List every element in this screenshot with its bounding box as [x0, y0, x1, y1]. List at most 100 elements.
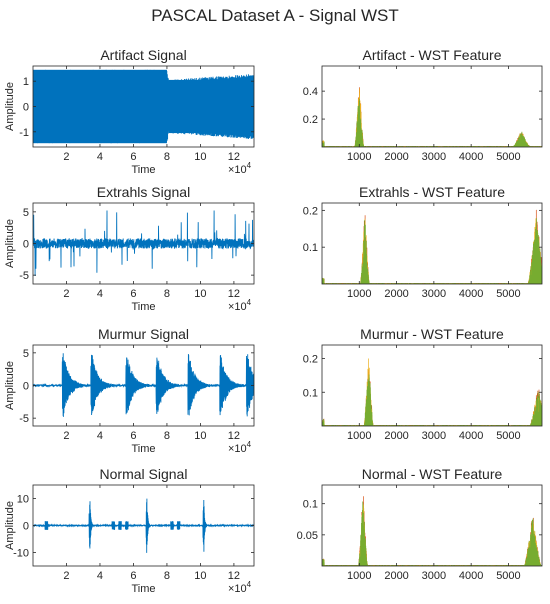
extrahls-wst-trace	[322, 218, 542, 284]
extrahls-signal-ylabel: Amplitude	[4, 219, 16, 268]
murmur-signal-x-exponent: ×104	[228, 440, 252, 455]
normal-signal-panel: Normal Signal 2 4 6 8 10 12 -10 0 10 Time Amplitude…	[4, 466, 255, 595]
normal-wst-xtick-label: 2000	[384, 570, 408, 582]
murmur-wst-xtick-label: 1000	[347, 430, 371, 442]
extrahls-wst-panel: Extrahls - WST Feature 1000 2000 3000 4000 50…	[303, 184, 543, 300]
murmur-signal-ytick-label: 0	[23, 381, 29, 393]
artifact-wst-trace	[322, 98, 542, 147]
artifact-signal-ylabel: Amplitude	[4, 82, 16, 131]
extrahls-wst-title: Extrahls - WST Feature	[359, 184, 505, 200]
extrahls-signal-xtick-label: 6	[130, 288, 136, 300]
extrahls-signal-x-exponent: ×104	[228, 298, 252, 313]
extrahls-wst-xtick-label: 3000	[422, 288, 446, 300]
normal-signal-plot-area	[33, 498, 254, 553]
normal-signal-ytick-label: -10	[13, 548, 29, 560]
extrahls-wst-ytick-label: 0.2	[303, 205, 318, 217]
murmur-wst-xtick-label: 4000	[459, 430, 483, 442]
artifact-wst-trace	[322, 87, 542, 147]
murmur-signal-plot-area	[33, 353, 254, 417]
normal-signal-xtick-label: 6	[130, 570, 136, 582]
extrahls-wst-xtick-label: 1000	[347, 288, 371, 300]
normal-signal-ytick-label: 0	[23, 521, 29, 533]
murmur-wst-xtick-label: 2000	[384, 430, 408, 442]
extrahls-signal-title: Extrahls Signal	[97, 184, 190, 200]
artifact-wst-xtick-label: 1000	[347, 151, 371, 163]
artifact-wst-trace	[322, 88, 542, 147]
normal-wst-ytick-label: 0.05	[297, 530, 318, 542]
normal-wst-trace	[322, 496, 542, 566]
extrahls-signal-line	[33, 210, 254, 277]
extrahls-wst-plot-area	[322, 209, 542, 284]
normal-wst-xtick-label: 4000	[459, 570, 483, 582]
artifact-wst-ytick-label: 0.2	[303, 114, 318, 126]
murmur-wst-plot-area	[322, 358, 542, 426]
normal-signal-xtick-label: 4	[97, 570, 103, 582]
murmur-wst-axes-box	[321, 344, 543, 427]
artifact-signal-xtick-label: 12	[228, 151, 240, 163]
murmur-signal-xtick-label: 8	[164, 430, 170, 442]
extrahls-wst-xtick-label: 2000	[384, 288, 408, 300]
artifact-wst-xtick-label: 5000	[496, 151, 520, 163]
murmur-signal-xtick-label: 6	[130, 430, 136, 442]
normal-signal-xlabel: Time	[131, 583, 155, 595]
artifact-wst-plot-area	[322, 87, 542, 147]
murmur-signal-xtick-label: 12	[228, 430, 240, 442]
artifact-signal-plot-area	[33, 69, 254, 144]
artifact-signal-xtick-label: 2	[63, 151, 69, 163]
murmur-wst-xtick-label: 5000	[496, 430, 520, 442]
extrahls-signal-ytick-label: 0	[23, 239, 29, 251]
murmur-signal-xtick-label: 2	[63, 430, 69, 442]
extrahls-wst-xtick-label: 5000	[496, 288, 520, 300]
extrahls-wst-xtick-label: 4000	[459, 288, 483, 300]
artifact-wst-axes-box	[321, 65, 543, 148]
artifact-wst-panel: Artifact - WST Feature 1000 2000 3000 4000 50…	[303, 47, 543, 163]
artifact-signal-xtick-label: 4	[97, 151, 103, 163]
extrahls-wst-axes-box	[321, 202, 543, 285]
artifact-signal-x-exponent: ×104	[228, 161, 252, 176]
extrahls-wst-trace	[322, 218, 542, 284]
murmur-wst-panel: Murmur - WST Feature 1000 2000 3000 4000 5000…	[303, 326, 543, 442]
normal-wst-trace	[322, 504, 542, 566]
extrahls-signal-xtick-label: 12	[228, 288, 240, 300]
extrahls-signal-xtick-label: 2	[63, 288, 69, 300]
artifact-signal-ytick-label: -1	[19, 127, 29, 139]
extrahls-signal-plot-area	[33, 210, 254, 277]
artifact-signal-xtick-label: 6	[130, 151, 136, 163]
normal-wst-xtick-label: 1000	[347, 570, 371, 582]
extrahls-wst-ytick-label: 0.1	[303, 242, 318, 254]
artifact-signal-panel: Artifact Signal 2 4 6 8 10 12 -1 0 1 Time Amplitude…	[4, 47, 255, 176]
artifact-wst-title: Artifact - WST Feature	[363, 47, 502, 63]
murmur-wst-trace	[322, 374, 542, 426]
normal-signal-line	[33, 498, 254, 553]
extrahls-signal-xlabel: Time	[131, 301, 155, 313]
artifact-signal-ytick-label: 0	[23, 102, 29, 114]
normal-wst-axes-box	[321, 484, 543, 567]
artifact-signal-xtick-label: 10	[194, 151, 206, 163]
murmur-wst-ytick-label: 0.2	[303, 354, 318, 366]
artifact-wst-ytick-label: 0.4	[303, 86, 318, 98]
artifact-signal-title: Artifact Signal	[100, 47, 186, 63]
normal-wst-plot-area	[322, 496, 542, 566]
extrahls-wst-trace	[322, 209, 542, 284]
normal-signal-x-exponent: ×104	[228, 580, 252, 595]
murmur-signal-xlabel: Time	[131, 443, 155, 455]
murmur-signal-xtick-label: 10	[194, 430, 206, 442]
normal-signal-xtick-label: 8	[164, 570, 170, 582]
normal-signal-title: Normal Signal	[100, 466, 188, 482]
artifact-signal-line	[33, 69, 254, 144]
artifact-signal-xtick-label: 8	[164, 151, 170, 163]
murmur-wst-xtick-label: 3000	[422, 430, 446, 442]
normal-wst-xtick-label: 3000	[422, 570, 446, 582]
normal-wst-xtick-label: 5000	[496, 570, 520, 582]
murmur-signal-panel: Murmur Signal 2 4 6 8 10 12 -5 0 5 Time Amplitude ×1…	[4, 326, 255, 455]
artifact-wst-xtick-label: 4000	[459, 151, 483, 163]
normal-signal-ylabel: Amplitude	[4, 501, 16, 550]
murmur-wst-ytick-label: 0.1	[303, 387, 318, 399]
artifact-signal-ytick-label: 1	[23, 76, 29, 88]
normal-wst-ytick-label: 0.1	[303, 499, 318, 511]
figure-title: PASCAL Dataset A - Signal WST	[151, 6, 399, 25]
artifact-wst-xtick-label: 3000	[422, 151, 446, 163]
normal-wst-panel: Normal - WST Feature 1000 2000 3000 4000 5000…	[297, 466, 543, 582]
murmur-signal-ytick-label: -5	[19, 413, 29, 425]
murmur-signal-line	[33, 353, 254, 417]
